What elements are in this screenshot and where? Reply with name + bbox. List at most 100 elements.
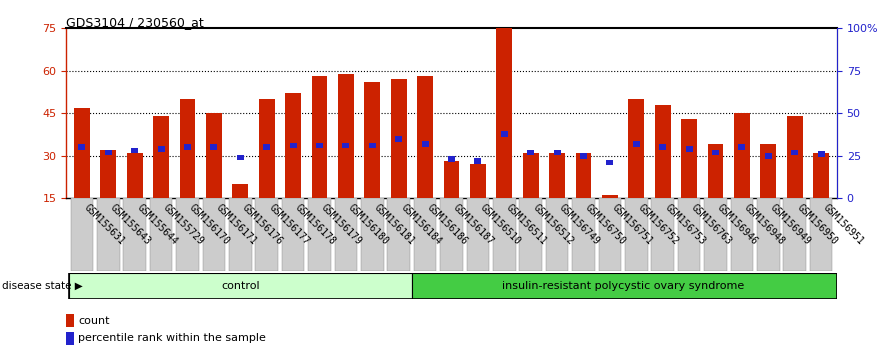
FancyBboxPatch shape [414, 198, 436, 271]
FancyBboxPatch shape [203, 198, 226, 271]
Bar [131, 148, 138, 154]
Text: GSM156949: GSM156949 [768, 202, 813, 246]
Bar [628, 99, 644, 198]
Bar [765, 153, 772, 159]
Text: GSM156186: GSM156186 [426, 202, 470, 246]
Bar [285, 93, 301, 198]
FancyBboxPatch shape [282, 198, 304, 271]
Bar [791, 149, 798, 155]
FancyBboxPatch shape [546, 198, 568, 271]
Bar [211, 144, 218, 150]
Bar [66, 332, 74, 345]
Bar [444, 161, 459, 198]
Bar [734, 113, 750, 198]
FancyBboxPatch shape [651, 198, 674, 271]
Text: GSM156763: GSM156763 [689, 202, 734, 246]
Bar [100, 150, 116, 198]
Bar [500, 131, 507, 137]
Text: percentile rank within the sample: percentile rank within the sample [78, 333, 266, 343]
FancyBboxPatch shape [255, 198, 278, 271]
Bar [575, 153, 591, 198]
Bar [338, 74, 354, 198]
Bar [738, 144, 745, 150]
FancyBboxPatch shape [626, 198, 648, 271]
FancyBboxPatch shape [783, 198, 806, 271]
FancyBboxPatch shape [335, 198, 357, 271]
Bar [343, 143, 350, 148]
FancyBboxPatch shape [308, 198, 330, 271]
Bar [633, 141, 640, 147]
FancyBboxPatch shape [757, 198, 780, 271]
Text: count: count [78, 316, 110, 326]
Bar [66, 314, 74, 327]
Bar [369, 143, 376, 148]
FancyBboxPatch shape [730, 198, 753, 271]
Text: GSM155631: GSM155631 [82, 202, 126, 246]
Text: GSM156512: GSM156512 [530, 202, 575, 246]
Text: GSM156511: GSM156511 [504, 202, 549, 246]
Bar [818, 151, 825, 157]
Text: GSM156750: GSM156750 [583, 202, 628, 246]
FancyBboxPatch shape [440, 198, 463, 271]
Text: GSM156510: GSM156510 [478, 202, 522, 246]
FancyBboxPatch shape [229, 198, 252, 271]
Bar [69, 273, 412, 299]
Bar [206, 113, 222, 198]
Bar [712, 149, 719, 155]
Bar [681, 119, 697, 198]
Text: insulin-resistant polycystic ovary syndrome: insulin-resistant polycystic ovary syndr… [502, 281, 744, 291]
FancyBboxPatch shape [677, 198, 700, 271]
Bar [655, 105, 670, 198]
FancyBboxPatch shape [704, 198, 727, 271]
Text: GSM156177: GSM156177 [267, 202, 311, 246]
Bar [813, 153, 829, 198]
Text: GSM156181: GSM156181 [373, 202, 417, 246]
Text: GSM156170: GSM156170 [188, 202, 232, 246]
Text: GSM156749: GSM156749 [557, 202, 602, 246]
Text: GSM156179: GSM156179 [320, 202, 364, 246]
Bar [237, 155, 244, 160]
Text: GDS3104 / 230560_at: GDS3104 / 230560_at [66, 16, 204, 29]
Text: GSM156180: GSM156180 [346, 202, 390, 246]
Bar [158, 146, 165, 152]
Bar [474, 158, 482, 164]
Bar [412, 273, 837, 299]
Bar [496, 28, 512, 198]
Bar [685, 146, 692, 152]
Text: GSM156187: GSM156187 [451, 202, 496, 246]
FancyBboxPatch shape [573, 198, 595, 271]
Text: GSM156950: GSM156950 [795, 202, 840, 246]
FancyBboxPatch shape [493, 198, 515, 271]
Bar [418, 76, 433, 198]
Bar [527, 149, 534, 155]
Bar [180, 99, 196, 198]
Bar [78, 144, 85, 150]
Bar [263, 144, 270, 150]
Bar [522, 153, 538, 198]
Bar [553, 149, 560, 155]
Bar [312, 76, 328, 198]
Bar [365, 82, 381, 198]
Bar [448, 156, 455, 162]
FancyBboxPatch shape [810, 198, 833, 271]
Bar [153, 116, 169, 198]
Bar [659, 144, 666, 150]
Bar [127, 153, 143, 198]
FancyBboxPatch shape [388, 198, 410, 271]
Text: GSM156951: GSM156951 [821, 202, 865, 246]
Text: GSM156184: GSM156184 [399, 202, 443, 246]
Text: GSM155644: GSM155644 [135, 202, 179, 246]
Text: GSM156948: GSM156948 [742, 202, 787, 246]
Text: GSM156178: GSM156178 [293, 202, 337, 246]
Text: GSM156176: GSM156176 [241, 202, 285, 246]
Bar [184, 144, 191, 150]
Text: disease state ▶: disease state ▶ [2, 281, 83, 291]
FancyBboxPatch shape [70, 198, 93, 271]
FancyBboxPatch shape [361, 198, 383, 271]
Bar [105, 149, 112, 155]
Text: GSM155643: GSM155643 [108, 202, 152, 246]
Text: GSM156752: GSM156752 [636, 202, 681, 246]
Bar [391, 79, 407, 198]
Bar [760, 144, 776, 198]
Bar [707, 144, 723, 198]
